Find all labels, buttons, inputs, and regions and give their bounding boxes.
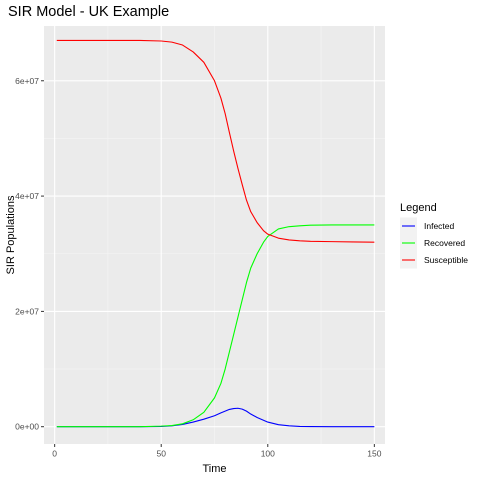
x-axis-title: Time: [202, 463, 226, 475]
y-axis-title: SIR Populations: [5, 195, 17, 274]
series-line-recovered: [56, 224, 375, 428]
y-tick-label: 4e+07: [15, 191, 39, 201]
y-tick-label: 6e+07: [15, 76, 39, 86]
x-tick-label: 100: [261, 449, 275, 459]
x-axis: 0 50 100 150: [52, 444, 382, 459]
legend: Legend Infected Recovered Susceptible: [400, 202, 468, 269]
y-tick-label: 2e+07: [15, 306, 39, 316]
legend-label-susceptible: Susceptible: [424, 255, 468, 265]
x-tick-label: 0: [52, 449, 57, 459]
series-line-susceptible: [56, 39, 375, 243]
y-tick-label: 0e+00: [15, 422, 39, 432]
chart-title: SIR Model - UK Example: [8, 4, 169, 20]
x-tick-label: 50: [156, 449, 166, 459]
legend-label-recovered: Recovered: [424, 238, 465, 248]
minor-gridlines: [44, 26, 385, 444]
y-axis: 0e+00 2e+07 4e+07 6e+07: [15, 76, 44, 432]
x-tick-label: 150: [367, 449, 381, 459]
legend-title: Legend: [400, 202, 437, 214]
legend-label-infected: Infected: [424, 221, 455, 231]
series-layer: [56, 39, 375, 428]
